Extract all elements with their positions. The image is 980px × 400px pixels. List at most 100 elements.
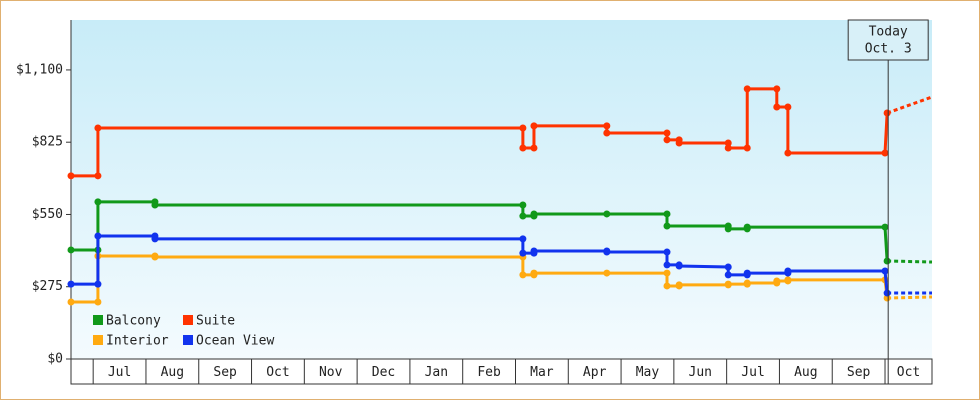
- price-point: [519, 201, 527, 209]
- price-point: [773, 85, 781, 93]
- price-point: [94, 280, 102, 288]
- price-point: [67, 246, 75, 254]
- x-tick-label: Oct: [897, 365, 920, 380]
- price-point: [675, 139, 683, 147]
- price-point: [603, 248, 611, 256]
- price-point: [530, 247, 538, 255]
- price-point: [663, 282, 671, 290]
- y-tick-label: $1,100: [16, 62, 63, 77]
- y-tick-label: $275: [32, 279, 63, 294]
- price-point: [724, 139, 732, 147]
- price-point: [883, 257, 891, 265]
- price-point: [773, 277, 781, 285]
- forecast-line: [887, 259, 933, 264]
- x-tick-label: Apr: [583, 365, 607, 380]
- price-point: [784, 267, 792, 275]
- price-point: [784, 276, 792, 284]
- legend-label: Balcony: [106, 314, 161, 329]
- price-point: [743, 144, 751, 152]
- price-point: [519, 124, 527, 132]
- price-point: [519, 249, 527, 257]
- x-axis-box: [70, 358, 933, 385]
- price-point: [724, 225, 732, 233]
- price-point: [883, 289, 891, 297]
- price-point: [94, 124, 102, 132]
- x-tick-label: Aug: [794, 365, 817, 380]
- x-tick-label: Dec: [372, 365, 395, 380]
- price-point: [883, 294, 891, 302]
- price-point: [519, 235, 527, 243]
- x-tick-label: Sep: [847, 365, 871, 380]
- price-point: [675, 281, 683, 289]
- legend-swatch: [93, 315, 103, 325]
- price-point: [94, 172, 102, 180]
- price-point: [883, 109, 891, 117]
- price-point: [743, 223, 751, 231]
- price-point: [743, 279, 751, 287]
- x-tick-label: Nov: [319, 365, 343, 380]
- plot-area: [71, 20, 932, 359]
- price-point: [603, 210, 611, 218]
- price-point: [663, 222, 671, 230]
- y-tick-label: $0: [47, 352, 63, 367]
- price-point: [881, 223, 889, 231]
- price-point: [743, 85, 751, 93]
- price-point: [663, 129, 671, 137]
- price-point: [663, 248, 671, 256]
- x-tick-label: Aug: [161, 365, 184, 380]
- price-point: [151, 235, 159, 243]
- price-point: [724, 271, 732, 279]
- legend-label: Interior: [106, 334, 169, 349]
- price-point: [151, 253, 159, 261]
- price-point: [784, 103, 792, 111]
- price-point: [663, 210, 671, 218]
- price-point: [773, 103, 781, 111]
- price-point: [724, 144, 732, 152]
- price-point: [675, 262, 683, 270]
- price-point: [530, 210, 538, 218]
- price-point: [881, 149, 889, 157]
- price-point: [519, 144, 527, 152]
- today-label: Today: [869, 25, 908, 40]
- legend-label: Ocean View: [196, 334, 274, 349]
- price-point: [94, 232, 102, 240]
- price-point: [663, 261, 671, 269]
- price-point: [67, 172, 75, 180]
- x-tick-label: Mar: [530, 365, 554, 380]
- x-tick-label: Sep: [213, 365, 237, 380]
- price-point: [530, 269, 538, 277]
- price-point: [151, 201, 159, 209]
- x-tick-label: Oct: [266, 365, 289, 380]
- forecast-line: [886, 95, 933, 115]
- x-tick-label: Jan: [425, 365, 448, 380]
- price-point: [530, 144, 538, 152]
- price-point: [663, 136, 671, 144]
- price-point: [94, 198, 102, 206]
- x-tick-label: Jul: [741, 365, 764, 380]
- today-date: Oct. 3: [865, 42, 912, 57]
- price-point: [530, 122, 538, 130]
- y-tick-label: $550: [32, 207, 63, 222]
- forecast-line: [887, 295, 933, 300]
- today-box: [847, 19, 929, 61]
- price-point: [724, 280, 732, 288]
- price-point: [724, 263, 732, 271]
- price-point: [603, 122, 611, 130]
- price-point: [603, 269, 611, 277]
- price-point: [881, 267, 889, 275]
- x-tick-label: Feb: [477, 365, 501, 380]
- price-point: [519, 271, 527, 279]
- x-tick-label: Jun: [689, 365, 712, 380]
- price-point: [743, 269, 751, 277]
- legend-swatch: [183, 315, 193, 325]
- price-point: [519, 212, 527, 220]
- x-tick-label: May: [636, 365, 660, 380]
- price-point: [67, 298, 75, 306]
- price-point: [67, 280, 75, 288]
- x-tick-label: Jul: [108, 365, 131, 380]
- legend-swatch: [93, 335, 103, 345]
- price-point: [94, 298, 102, 306]
- price-point: [603, 129, 611, 137]
- y-tick-label: $825: [32, 135, 63, 150]
